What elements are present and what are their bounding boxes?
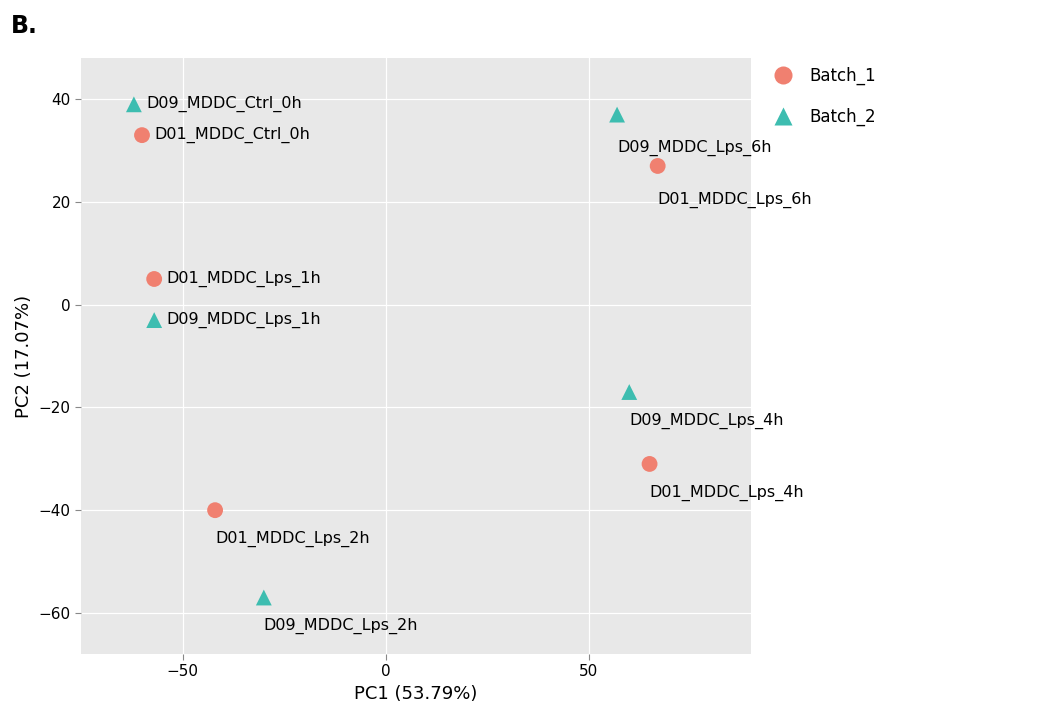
- Point: [642, 458, 658, 470]
- Point: [146, 314, 163, 326]
- Point: [146, 274, 163, 285]
- Point: [621, 386, 637, 398]
- Text: B.: B.: [10, 14, 38, 38]
- Text: D01_MDDC_Lps_4h: D01_MDDC_Lps_4h: [650, 485, 804, 500]
- Text: D01_MDDC_Lps_2h: D01_MDDC_Lps_2h: [215, 531, 370, 547]
- Legend: Batch_1, Batch_2: Batch_1, Batch_2: [766, 66, 876, 126]
- Point: [133, 129, 150, 141]
- Point: [207, 505, 224, 516]
- Text: D01_MDDC_Lps_1h: D01_MDDC_Lps_1h: [166, 271, 321, 287]
- Text: D09_MDDC_Lps_1h: D09_MDDC_Lps_1h: [166, 312, 321, 328]
- Text: D09_MDDC_Ctrl_0h: D09_MDDC_Ctrl_0h: [146, 96, 301, 113]
- Point: [609, 109, 626, 121]
- Text: D09_MDDC_Lps_6h: D09_MDDC_Lps_6h: [617, 140, 772, 157]
- Point: [126, 98, 143, 110]
- X-axis label: PC1 (53.79%): PC1 (53.79%): [355, 685, 478, 703]
- Y-axis label: PC2 (17.07%): PC2 (17.07%): [15, 294, 33, 418]
- Text: D01_MDDC_Lps_6h: D01_MDDC_Lps_6h: [657, 192, 813, 208]
- Point: [649, 160, 666, 172]
- Text: D09_MDDC_Lps_4h: D09_MDDC_Lps_4h: [629, 413, 783, 429]
- Text: D09_MDDC_Lps_2h: D09_MDDC_Lps_2h: [264, 618, 418, 634]
- Text: D01_MDDC_Ctrl_0h: D01_MDDC_Ctrl_0h: [154, 127, 310, 144]
- Point: [255, 592, 272, 603]
